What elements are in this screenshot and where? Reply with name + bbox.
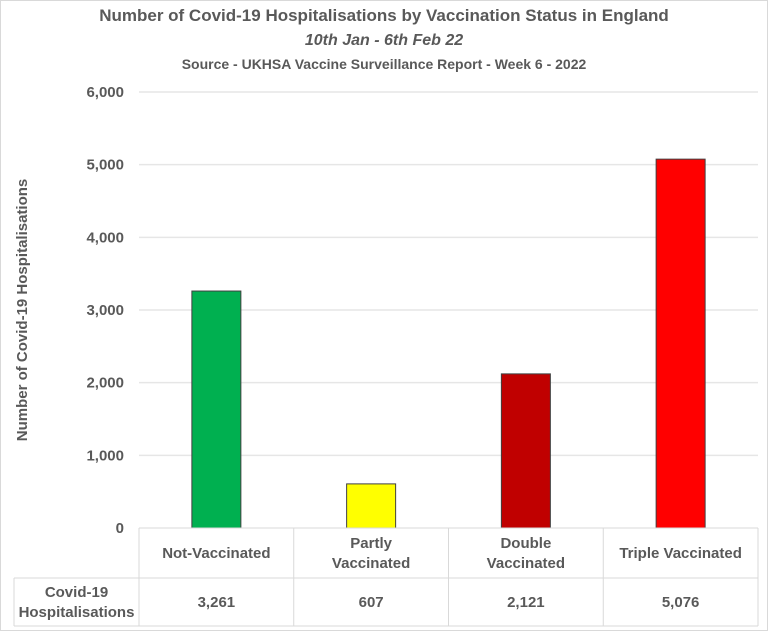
bar-partly-vaccinated xyxy=(346,483,397,529)
category-label: Triple Vaccinated xyxy=(619,545,742,562)
y-tick-label: 4,000 xyxy=(86,229,124,246)
category-label: Vaccinated xyxy=(487,555,565,572)
y-tick-label: 6,000 xyxy=(86,84,124,101)
bar-double-vaccinated xyxy=(500,373,551,529)
category-label: Partly xyxy=(350,535,392,552)
chart-title: Number of Covid-19 Hospitalisations by V… xyxy=(99,6,669,25)
table-row-label: Hospitalisations xyxy=(19,604,135,621)
y-tick-label: 3,000 xyxy=(86,302,124,319)
category-label: Vaccinated xyxy=(332,555,410,572)
y-tick-label: 1,000 xyxy=(86,447,124,464)
table-cell-value: 5,076 xyxy=(662,594,700,611)
category-label: Double xyxy=(500,535,551,552)
y-axis-label: Number of Covid-19 Hospitalisations xyxy=(14,179,31,442)
table-cell-value: 607 xyxy=(359,594,384,611)
table-cell-value: 3,261 xyxy=(198,594,236,611)
chart-subtitle: 10th Jan - 6th Feb 22 xyxy=(304,32,464,49)
bar-triple-vaccinated xyxy=(655,158,706,529)
category-label: Not-Vaccinated xyxy=(162,545,270,562)
table-row-label: Covid-19 xyxy=(45,584,108,601)
table-cell-value: 2,121 xyxy=(507,594,545,611)
chart-source: Source - UKHSA Vaccine Surveillance Repo… xyxy=(181,56,587,72)
y-tick-label: 5,000 xyxy=(86,157,124,174)
bar-not-vaccinated xyxy=(191,290,242,529)
y-tick-label: 2,000 xyxy=(86,375,124,392)
y-tick-label: 0 xyxy=(116,520,124,537)
